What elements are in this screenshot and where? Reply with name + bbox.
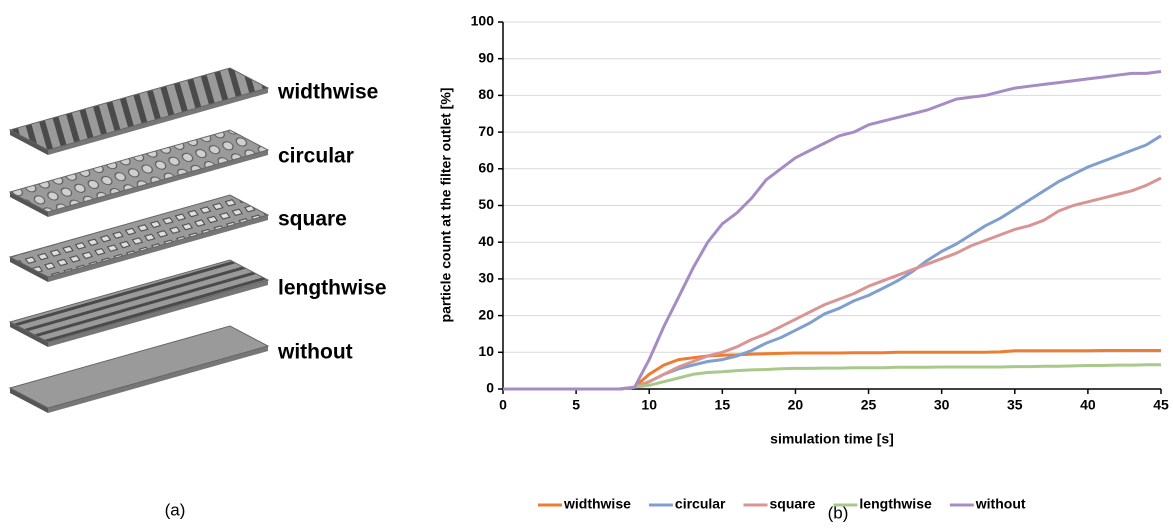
- plates: [10, 68, 268, 413]
- series-line: [503, 365, 1161, 389]
- figure: widthwise circular square lengthwise wit…: [0, 0, 1173, 525]
- x-tick-label: 10: [641, 397, 657, 413]
- legend-label: widthwise: [563, 496, 631, 512]
- y-tick-label: 70: [478, 123, 494, 139]
- legend-label: lengthwise: [859, 496, 932, 512]
- plate-label: square: [278, 208, 347, 231]
- x-tick-label: 15: [715, 397, 731, 413]
- y-tick-label: 50: [478, 196, 494, 212]
- x-tick-label: 35: [1007, 397, 1023, 413]
- plate-label: lengthwise: [278, 277, 387, 300]
- y-tick-label: 100: [471, 13, 495, 29]
- series-line: [503, 351, 1161, 390]
- x-tick-label: 25: [861, 397, 877, 413]
- caption: (a): [165, 500, 186, 519]
- x-tick-label: 20: [788, 397, 804, 413]
- series-line: [503, 178, 1161, 389]
- legend-label: circular: [675, 496, 726, 512]
- legend-label: square: [770, 496, 816, 512]
- x-tick-label: 0: [499, 397, 507, 413]
- x-tick-label: 5: [572, 397, 580, 413]
- x-tick-label: 40: [1080, 397, 1096, 413]
- plate-label: circular: [278, 145, 354, 168]
- y-tick-label: 20: [478, 306, 494, 322]
- plate-label: without: [277, 341, 353, 364]
- y-tick-label: 90: [478, 49, 494, 65]
- y-tick-label: 10: [478, 343, 494, 359]
- series-line: [503, 72, 1161, 390]
- y-tick-label: 30: [478, 270, 494, 286]
- x-axis-title: simulation time [s]: [770, 431, 894, 447]
- y-tick-label: 0: [486, 380, 494, 396]
- y-tick-label: 80: [478, 86, 494, 102]
- x-tick-label: 30: [934, 397, 950, 413]
- x-tick-label: 45: [1153, 397, 1169, 413]
- y-tick-label: 40: [478, 233, 494, 249]
- legend-label: without: [975, 496, 1026, 512]
- y-axis-title: particle count at the filter outlet [%]: [438, 88, 454, 323]
- y-tick-label: 60: [478, 160, 494, 176]
- plate-label: widthwise: [277, 81, 378, 104]
